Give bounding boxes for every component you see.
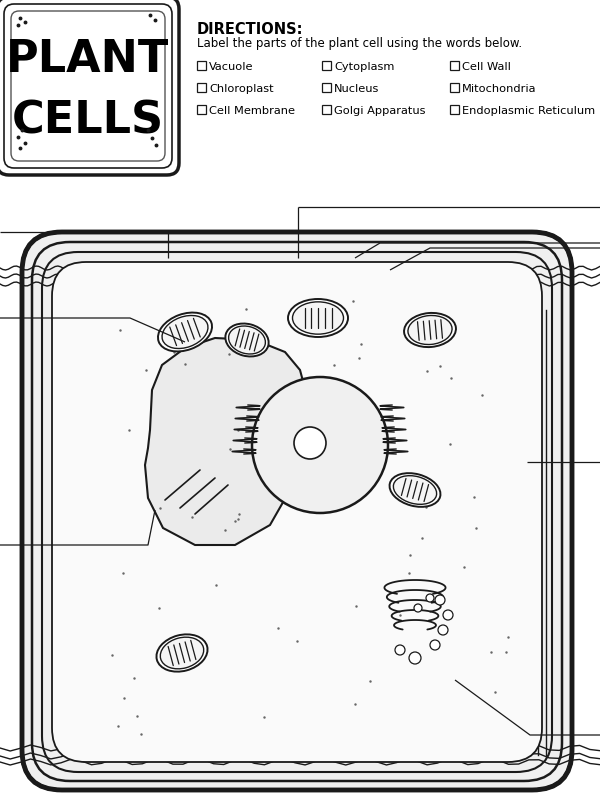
FancyBboxPatch shape <box>22 232 572 790</box>
Ellipse shape <box>389 473 440 507</box>
Ellipse shape <box>288 299 348 337</box>
Ellipse shape <box>408 316 452 344</box>
Ellipse shape <box>160 637 204 668</box>
Text: DIRECTIONS:: DIRECTIONS: <box>197 22 304 37</box>
Text: Label the parts of the plant cell using the words below.: Label the parts of the plant cell using … <box>197 37 522 50</box>
Bar <box>197 105 206 114</box>
Text: Chloroplast: Chloroplast <box>209 84 274 94</box>
Text: Golgi Apparatus: Golgi Apparatus <box>334 106 425 116</box>
Text: Nucleus: Nucleus <box>334 84 379 94</box>
Circle shape <box>443 610 453 620</box>
Circle shape <box>409 652 421 664</box>
Text: Cytoplasm: Cytoplasm <box>334 62 394 72</box>
Circle shape <box>414 604 422 612</box>
Circle shape <box>294 427 326 459</box>
Text: PLANT: PLANT <box>7 37 170 81</box>
Bar <box>322 105 331 114</box>
Circle shape <box>395 645 405 655</box>
FancyBboxPatch shape <box>0 0 179 175</box>
Bar <box>450 61 459 70</box>
Bar <box>322 83 331 92</box>
FancyBboxPatch shape <box>52 262 542 762</box>
Ellipse shape <box>404 313 456 347</box>
Circle shape <box>438 625 448 635</box>
Bar <box>450 105 459 114</box>
Circle shape <box>252 377 388 513</box>
Text: Cell Wall: Cell Wall <box>462 62 511 72</box>
Circle shape <box>426 594 434 602</box>
Circle shape <box>435 595 445 605</box>
Bar <box>322 61 331 70</box>
Text: Vacuole: Vacuole <box>209 62 254 72</box>
Bar <box>450 83 459 92</box>
Ellipse shape <box>162 316 208 348</box>
Ellipse shape <box>226 324 269 357</box>
Bar <box>197 83 206 92</box>
Bar <box>197 61 206 70</box>
Text: Cell Membrane: Cell Membrane <box>209 106 295 116</box>
Text: Endoplasmic Reticulum: Endoplasmic Reticulum <box>462 106 595 116</box>
Ellipse shape <box>293 302 343 334</box>
Circle shape <box>430 640 440 650</box>
Ellipse shape <box>394 476 437 504</box>
Ellipse shape <box>158 312 212 351</box>
Polygon shape <box>145 338 308 545</box>
Text: CELLS: CELLS <box>12 99 164 142</box>
Ellipse shape <box>229 326 265 354</box>
Text: Mitochondria: Mitochondria <box>462 84 536 94</box>
Ellipse shape <box>157 634 208 672</box>
